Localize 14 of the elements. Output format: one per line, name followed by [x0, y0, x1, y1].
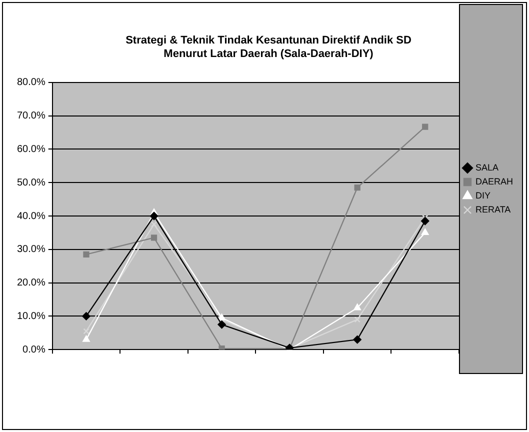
- chart-title: Strategi & Teknik Tindak Kesantunan Direktif Andik SD Menurut Latar Daerah (Sala-Daerah-DIY): [126, 34, 412, 60]
- legend-label: SALA: [475, 162, 499, 172]
- y-tick-label: 30.0%: [16, 244, 46, 256]
- y-tick-label: 70.0%: [16, 110, 46, 122]
- y-tick-label: 40.0%: [16, 210, 46, 222]
- y-tick-label: 60.0%: [16, 144, 46, 155]
- legend-label: RERATA: [475, 204, 511, 214]
- y-tick-label: 50.0%: [16, 177, 46, 188]
- legend-label: DIY: [475, 190, 491, 200]
- y-tick-label: 0.0%: [22, 344, 46, 356]
- y-tick-label: 80.0%: [16, 77, 46, 88]
- y-tick-label: 10.0%: [16, 310, 46, 322]
- y-tick-label: 20.0%: [16, 278, 46, 289]
- legend-label: DAERAH: [475, 176, 514, 186]
